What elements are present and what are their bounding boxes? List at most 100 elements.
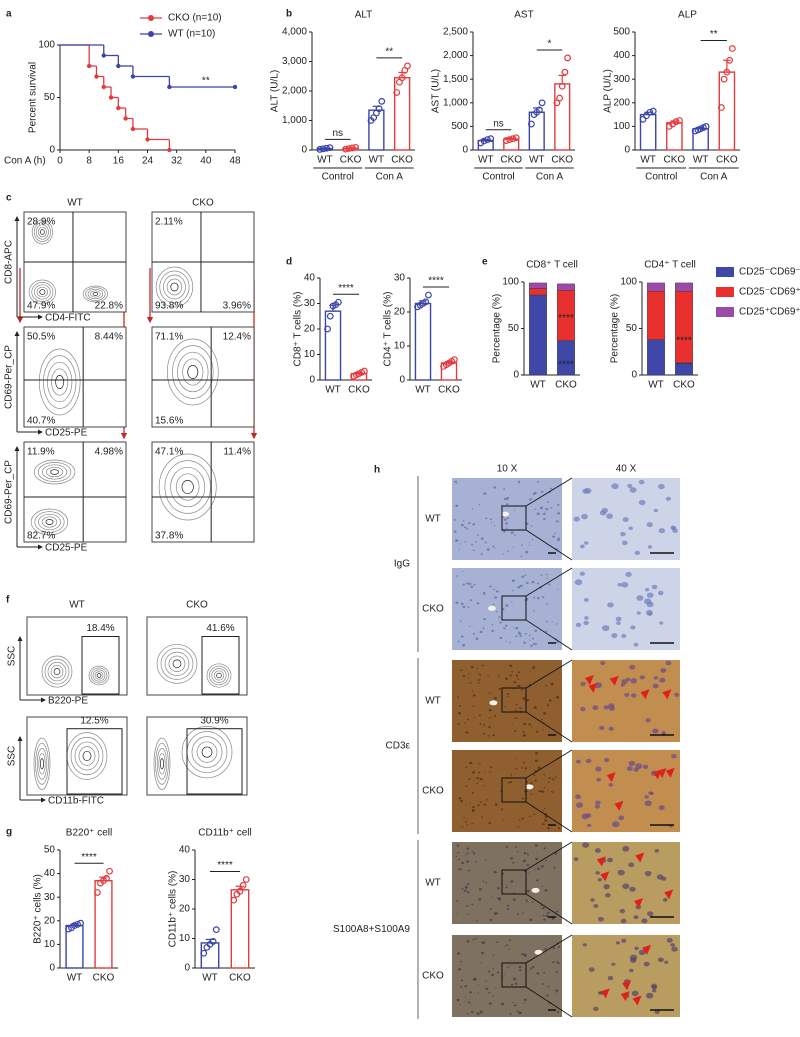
cell-nucleus bbox=[544, 888, 548, 892]
y-axis-label: Percent survival bbox=[28, 62, 39, 133]
data-point bbox=[538, 99, 546, 107]
y-tick-label: 100 bbox=[620, 277, 637, 288]
cell-nucleus bbox=[485, 881, 488, 884]
data-point bbox=[348, 144, 356, 152]
cell-nucleus bbox=[501, 809, 504, 811]
cell-nucleus bbox=[505, 846, 508, 848]
cell-nucleus bbox=[534, 508, 537, 511]
cell-nucleus bbox=[501, 808, 504, 810]
data-point bbox=[509, 135, 517, 143]
x-tick-label: 24 bbox=[142, 156, 154, 167]
micrograph bbox=[452, 660, 562, 742]
cell-nucleus bbox=[548, 699, 552, 702]
cell-nucleus bbox=[510, 983, 514, 986]
y-tick-label: 50 bbox=[508, 323, 520, 334]
arrowhead bbox=[665, 767, 675, 778]
chart-title: ALT bbox=[355, 10, 373, 21]
gate-percent: 12.4% bbox=[223, 332, 251, 343]
cell-nucleus bbox=[643, 961, 650, 967]
x-tick-label: 48 bbox=[229, 156, 241, 167]
data-point bbox=[639, 115, 647, 123]
contour bbox=[38, 348, 81, 416]
cell-nucleus bbox=[657, 590, 664, 596]
y-axis-label: Percentage (%) bbox=[492, 294, 503, 363]
cell-nucleus bbox=[534, 629, 538, 632]
cell-nucleus bbox=[658, 483, 665, 490]
y-axis-label: SSC bbox=[7, 646, 18, 667]
cell-nucleus bbox=[462, 583, 465, 586]
significance: ns bbox=[493, 118, 504, 129]
cell-nucleus bbox=[547, 781, 550, 784]
cell-nucleus bbox=[510, 774, 513, 776]
micrograph bbox=[572, 842, 680, 924]
cell-nucleus bbox=[529, 498, 532, 501]
cell-nucleus bbox=[506, 516, 509, 519]
cell-nucleus bbox=[467, 718, 470, 721]
cell-nucleus bbox=[506, 695, 509, 698]
cell-nucleus bbox=[555, 910, 559, 913]
zoom-box bbox=[501, 962, 527, 988]
cell-nucleus bbox=[542, 914, 545, 917]
cell-nucleus bbox=[541, 885, 544, 887]
cell-nucleus bbox=[511, 601, 513, 603]
micrograph bbox=[572, 660, 680, 742]
group-label: CD3ε bbox=[386, 741, 411, 752]
cell-nucleus bbox=[511, 579, 515, 582]
cell-nucleus bbox=[542, 810, 544, 812]
cell-nucleus bbox=[455, 601, 459, 605]
cell-nucleus bbox=[608, 782, 614, 787]
cell-nucleus bbox=[498, 674, 500, 676]
gate-percent: 12.5% bbox=[80, 715, 108, 726]
cell-nucleus bbox=[472, 938, 475, 941]
flow-plot bbox=[26, 616, 128, 696]
contour bbox=[85, 287, 106, 301]
zoom-line bbox=[525, 567, 573, 597]
data-point bbox=[375, 105, 383, 113]
cell-nucleus bbox=[483, 618, 486, 621]
cell-nucleus bbox=[519, 1011, 522, 1014]
cell-nucleus bbox=[527, 854, 530, 856]
cell-nucleus bbox=[657, 957, 664, 963]
cell-nucleus bbox=[507, 908, 510, 910]
gate-percent: 82.7% bbox=[27, 531, 55, 542]
cell-nucleus bbox=[607, 602, 614, 608]
y-tick-label: 4,000 bbox=[282, 27, 307, 38]
cell-nucleus bbox=[464, 886, 468, 889]
group-label: Con A bbox=[376, 172, 404, 183]
legend-label: CKO (n=10) bbox=[168, 13, 222, 24]
cell-nucleus bbox=[466, 847, 470, 850]
legend-marker bbox=[148, 31, 154, 37]
data-point bbox=[649, 107, 657, 115]
cell-nucleus bbox=[455, 855, 458, 858]
cell-nucleus bbox=[533, 491, 537, 495]
cell-nucleus bbox=[481, 951, 484, 955]
cell-nucleus bbox=[513, 681, 517, 684]
cell-nucleus bbox=[545, 573, 548, 576]
cell-nucleus bbox=[466, 904, 469, 907]
cell-nucleus bbox=[636, 595, 644, 601]
cell-nucleus bbox=[510, 531, 514, 534]
cell-nucleus bbox=[638, 949, 646, 956]
cell-nucleus bbox=[502, 530, 506, 533]
survival-marker bbox=[232, 84, 238, 90]
cell-nucleus bbox=[556, 1011, 560, 1014]
group-label: Con A bbox=[536, 172, 564, 183]
cell-nucleus bbox=[574, 579, 583, 586]
contour bbox=[50, 469, 60, 475]
cell-nucleus bbox=[621, 633, 627, 638]
y-tick-label: 0 bbox=[49, 963, 55, 974]
cell-nucleus bbox=[483, 492, 487, 495]
cell-nucleus bbox=[478, 771, 481, 774]
contour bbox=[88, 665, 110, 686]
cell-nucleus bbox=[629, 664, 636, 670]
cell-nucleus bbox=[458, 968, 462, 971]
cell-nucleus bbox=[659, 677, 666, 683]
cell-nucleus bbox=[555, 520, 559, 523]
cell-nucleus bbox=[582, 842, 590, 848]
cell-nucleus bbox=[619, 908, 626, 914]
data-point bbox=[200, 949, 208, 957]
cell-nucleus bbox=[485, 987, 489, 990]
x-tick-label: 40 bbox=[200, 156, 212, 167]
